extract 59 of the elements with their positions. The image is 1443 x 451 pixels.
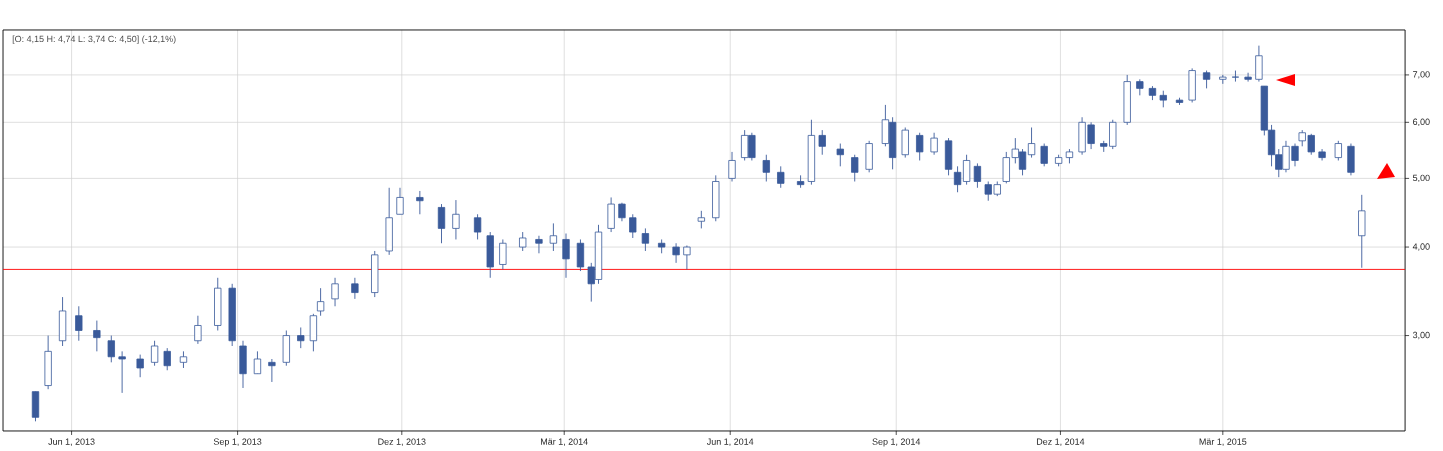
- candlestick: [576, 239, 585, 272]
- candlestick: [194, 315, 202, 345]
- candlestick: [253, 350, 262, 375]
- candlestick: [1244, 72, 1252, 83]
- candlestick: [136, 354, 144, 378]
- candlestick: [93, 320, 101, 352]
- candlestick: [962, 154, 971, 186]
- candlestick: [1040, 143, 1048, 167]
- candlestick: [316, 287, 325, 317]
- candlestick: [351, 277, 359, 300]
- candlestick: [150, 340, 159, 367]
- candlestick: [499, 239, 507, 270]
- y-tick-label: 6,00: [1413, 118, 1430, 127]
- candlestick: [268, 358, 276, 383]
- x-tick-label: Jun 1, 2013: [48, 438, 95, 446]
- candlestick: [331, 277, 339, 307]
- candlestick: [1231, 70, 1240, 83]
- candlestick: [851, 154, 859, 182]
- candlestick: [437, 203, 446, 244]
- candlestick: [1255, 45, 1263, 83]
- candlestick: [163, 347, 171, 371]
- candlestick: [396, 187, 404, 215]
- candlestick: [916, 132, 924, 161]
- x-tick-label: Dez 1, 2014: [1036, 438, 1085, 446]
- candlestick: [452, 199, 460, 240]
- candlestick: [473, 213, 482, 240]
- candlestick: [672, 242, 680, 264]
- x-tick-label: Jun 1, 2014: [706, 438, 754, 446]
- candlestick: [629, 213, 637, 239]
- candlestick: [762, 154, 770, 182]
- y-tick-label: 7,00: [1413, 71, 1430, 79]
- y-tick-label: 4,00: [1412, 243, 1430, 251]
- y-tick-label: 5,00: [1412, 174, 1430, 183]
- candlestick: [777, 165, 785, 189]
- annotation: [O: 4,15 H: 4,74 L: 3,74 C: 4,50] (-12,1%): [12, 35, 176, 44]
- x-tick-label: Sep 1, 2014: [872, 438, 921, 447]
- x-tick-label: Mär 1, 2015: [1199, 438, 1247, 446]
- candlestick: [728, 151, 736, 182]
- candlestick: [75, 305, 83, 342]
- candlestick: [297, 327, 305, 349]
- candlestick: [930, 132, 938, 156]
- candlestick: [836, 143, 844, 167]
- candlestick: [1027, 127, 1036, 159]
- x-tick-label: Mär 1, 2014: [541, 438, 588, 446]
- candlestick: [641, 227, 650, 252]
- candlestick: [562, 233, 570, 279]
- candlestick: [818, 129, 826, 156]
- candlestick: [535, 235, 543, 254]
- candlestick: [973, 162, 982, 189]
- candlestick: [1334, 140, 1342, 161]
- candlestick: [416, 190, 424, 215]
- x-tick-label: Dez 1, 2013: [378, 438, 426, 446]
- candlestick: [953, 165, 962, 193]
- candlestick: [549, 222, 558, 252]
- candlestick: [107, 335, 115, 363]
- x-tick-label: Sep 1, 2013: [213, 438, 262, 447]
- y-tick-label: 3,00: [1412, 331, 1430, 340]
- candlestick: [118, 350, 126, 394]
- candlestick: [519, 231, 527, 252]
